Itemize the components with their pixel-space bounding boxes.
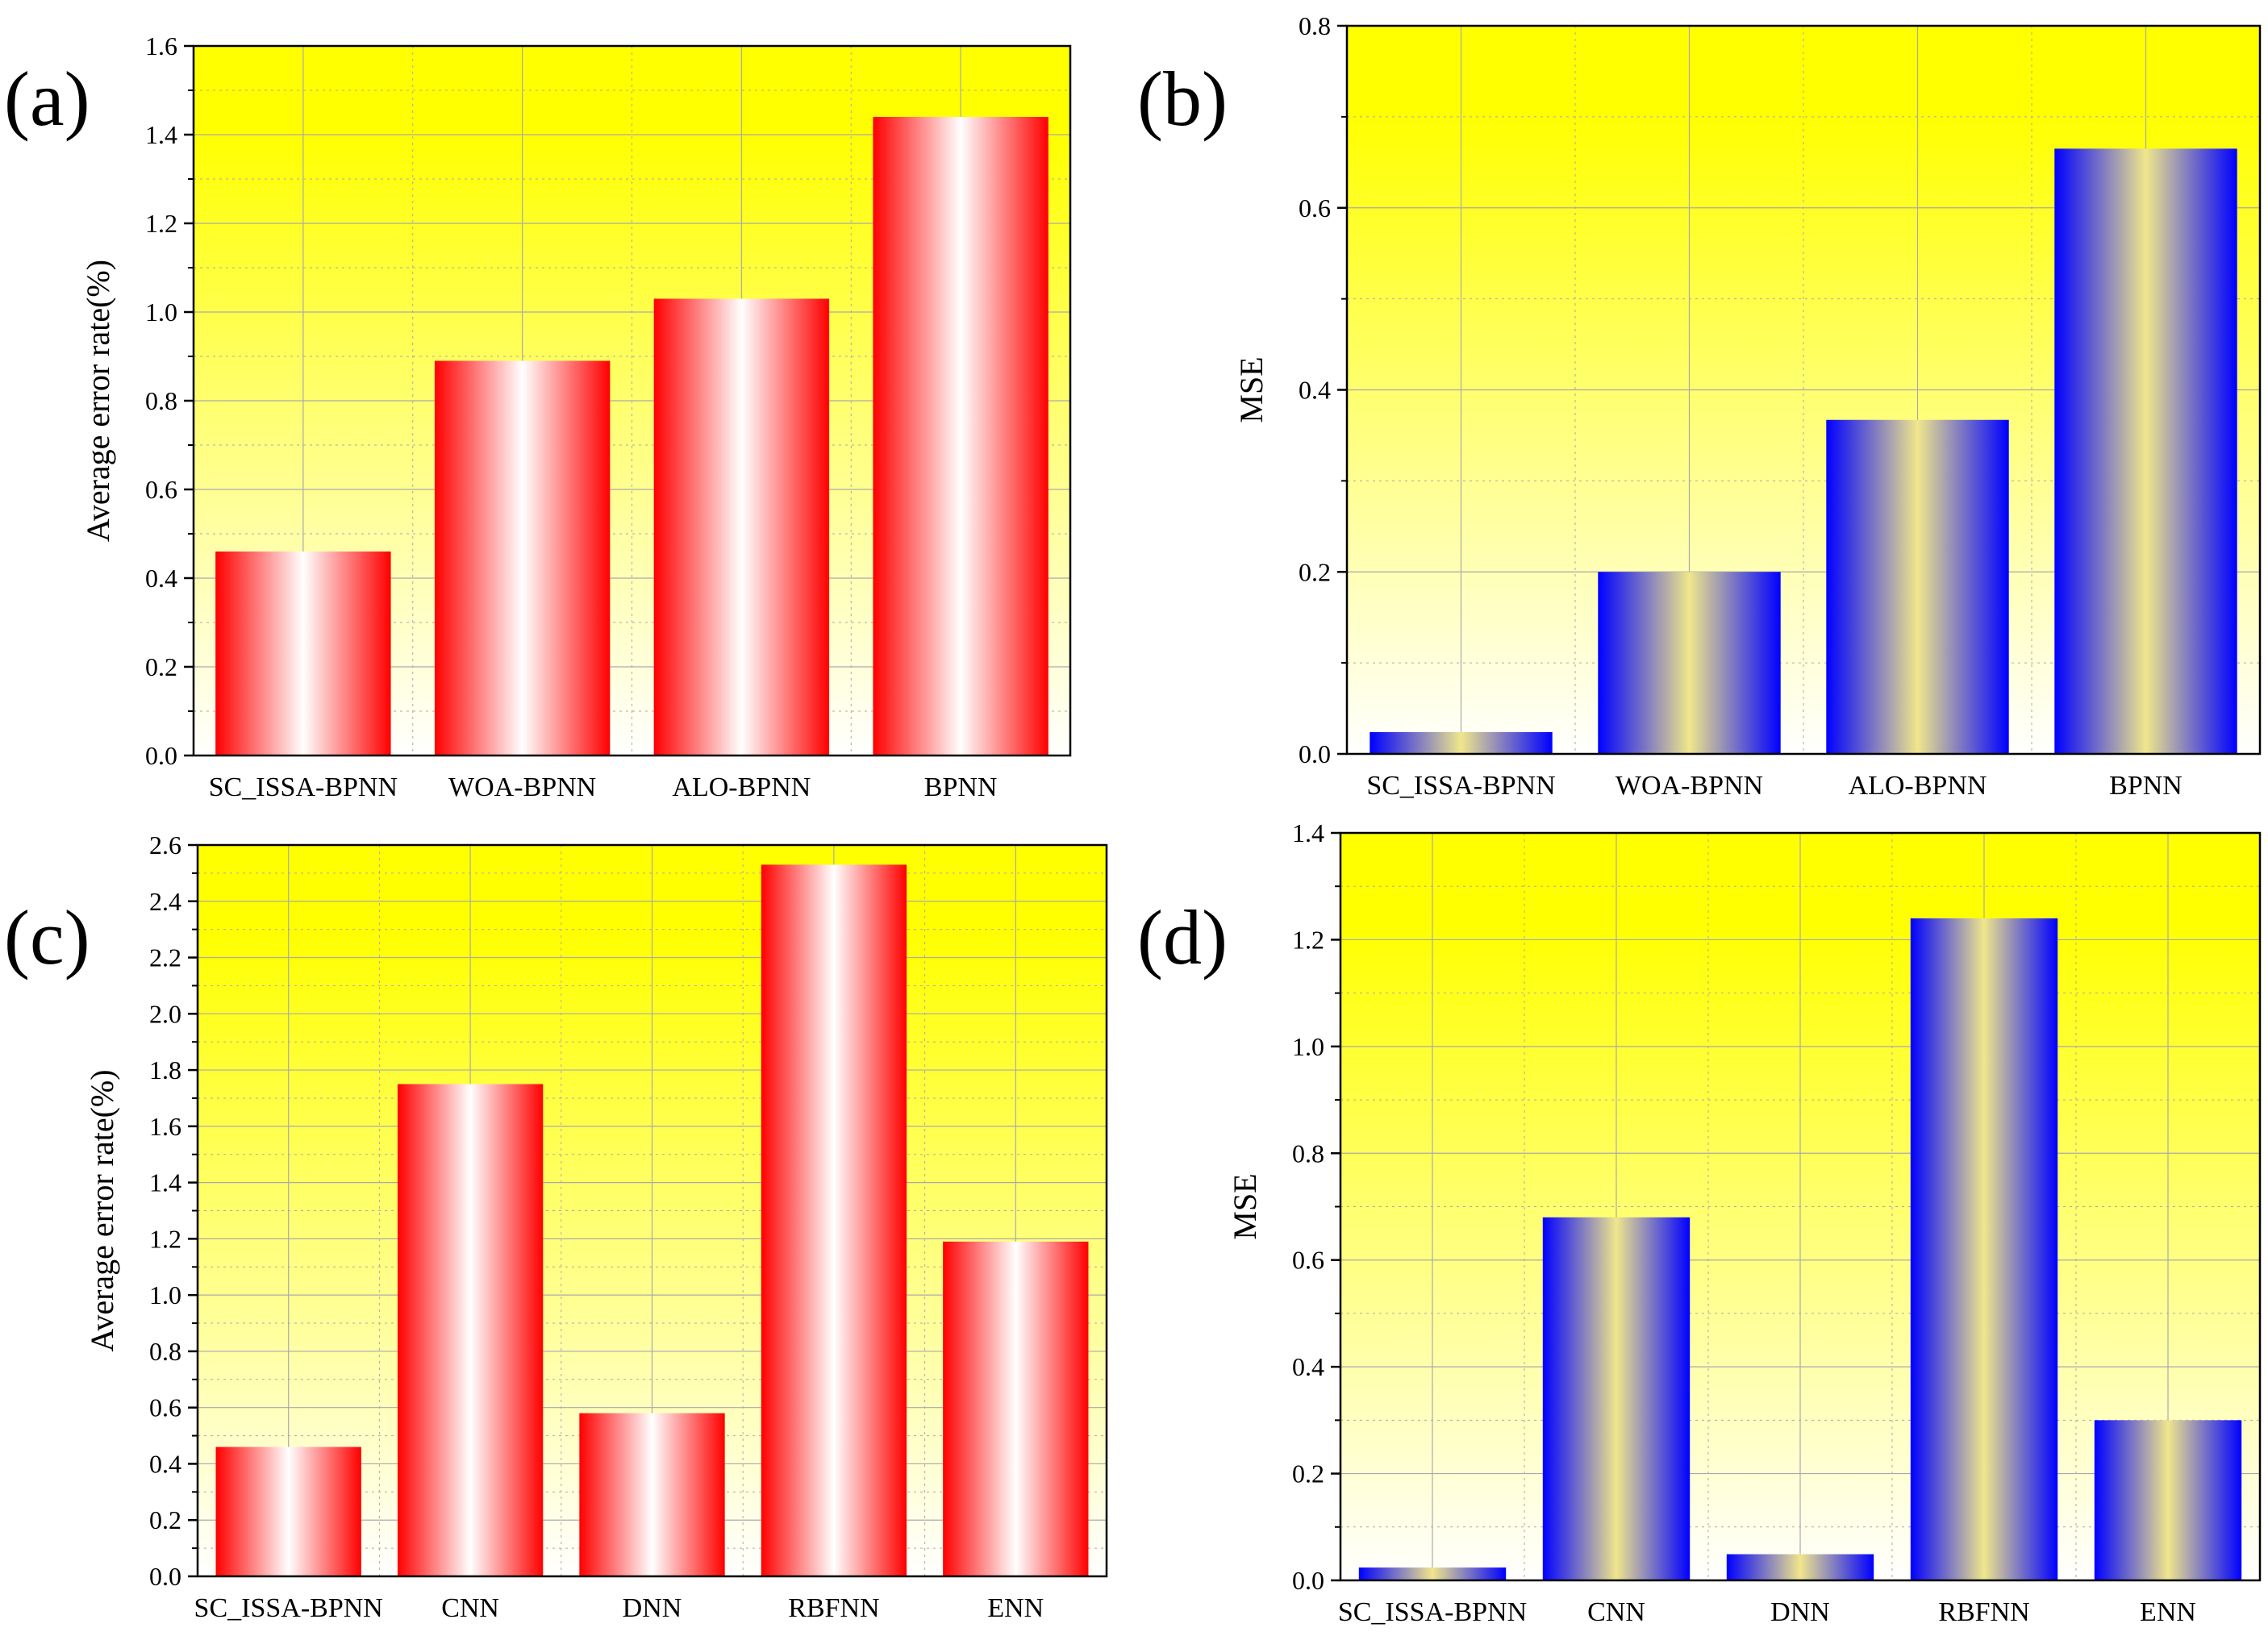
x-tick-label: SC_ISSA-BPNN [209,772,398,802]
y-tick-label: 1.0 [145,298,177,327]
bar-alo-bpnn [1826,419,2009,754]
bar-woa-bpnn [1598,572,1781,754]
y-axis-title: Average error rate(%) [84,1069,120,1351]
x-tick-label: WOA-BPNN [1616,771,1763,801]
y-tick-label: 0.4 [1299,376,1331,405]
panel-label: (b) [1137,56,1228,142]
y-tick-label: 0.0 [1292,1566,1324,1595]
bar-cnn [397,1084,544,1576]
y-tick-label: 1.0 [149,1280,181,1309]
y-axis-title: MSE [1233,356,1269,423]
bar-sc-issa-bpnn [215,1447,361,1576]
x-tick-label: WOA-BPNN [448,772,596,802]
y-tick-label: 1.0 [1292,1032,1324,1061]
x-tick-label: RBFNN [788,1593,879,1623]
y-tick-label: 1.8 [149,1055,181,1084]
y-axis-title: MSE [1227,1173,1263,1239]
x-tick-label: ENN [2140,1597,2196,1627]
y-tick-label: 0.2 [145,652,177,681]
x-tick-label: CNN [1587,1597,1645,1627]
bar-sc-issa-bpnn [215,552,391,756]
y-tick-label: 0.8 [149,1337,181,1366]
y-tick-label: 1.4 [145,120,177,149]
bar-sc-issa-bpnn [1370,731,1553,754]
y-tick-label: 0.8 [1292,1139,1324,1168]
y-tick-label: 0.4 [149,1449,181,1478]
bar-sc-issa-bpnn [1358,1567,1507,1580]
panel-label: (d) [1137,894,1228,980]
y-tick-label: 1.2 [149,1224,181,1253]
x-tick-label: DNN [1770,1597,1830,1627]
y-tick-label: 0.6 [1292,1246,1324,1275]
x-tick-label: ENN [987,1593,1044,1623]
chart-panel-d: 0.0 0.2 0.4 0.6 0.8 1.0 1.2 1.4 SC_ISSA-BPNN CNN D… [1137,818,2262,1627]
bar-dnn [579,1413,725,1576]
y-tick-label: 1.2 [1292,925,1324,954]
x-tick-label: SC_ISSA-BPNN [194,1593,383,1623]
y-tick-label: 1.6 [145,31,177,60]
y-tick-label: 2.2 [149,943,181,972]
bar-alo-bpnn [653,298,830,756]
y-tick-label: 0.6 [145,475,177,504]
bar-cnn [1542,1217,1691,1580]
y-tick-label: 1.6 [149,1112,181,1141]
y-tick-label: 0.0 [1299,739,1331,768]
x-tick-label: SC_ISSA-BPNN [1366,771,1555,801]
x-tick-label: BPNN [924,772,998,802]
y-tick-label: 1.4 [1292,818,1324,847]
y-tick-label: 1.2 [145,209,177,238]
x-tick-label: ALO-BPNN [1849,771,1987,801]
x-tick-label: DNN [623,1593,682,1623]
y-tick-label: 0.4 [1292,1352,1324,1381]
chart-panel-a: 0.0 0.2 0.4 0.6 0.8 1.0 1.2 1.4 1.6 SC_ISSA-BPNN W… [4,31,1072,802]
y-tick-label: 1.4 [149,1168,181,1197]
x-tick-label: SC_ISSA-BPNN [1338,1597,1527,1627]
y-tick-label: 0.0 [149,1562,181,1591]
y-tick-label: 2.4 [149,887,181,916]
bar-enn [943,1241,1089,1576]
y-tick-label: 0.2 [1292,1459,1324,1488]
y-tick-label: 0.0 [145,741,177,770]
y-tick-label: 0.4 [145,564,177,593]
bar-dnn [1726,1554,1874,1580]
y-tick-label: 2.0 [149,999,181,1028]
bar-rbfnn [761,864,907,1576]
y-tick-label: 0.2 [149,1505,181,1534]
y-tick-label: 0.8 [1299,11,1331,40]
chart-panel-b: 0.0 0.2 0.4 0.6 0.8 SC_ISSA-BPNN WOA-BPNN ALO-B… [1137,11,2262,801]
bar-bpnn [2054,148,2237,755]
y-tick-label: 0.6 [149,1393,181,1422]
bar-enn [2094,1420,2242,1580]
y-axis-title: Average error rate(%) [80,260,116,542]
y-tick-label: 0.8 [145,386,177,415]
bar-rbfnn [1910,918,2058,1580]
x-tick-label: BPNN [2109,771,2183,801]
chart-panel-c: 0.0 0.2 0.4 0.6 0.8 1.0 1.2 1.4 1.6 1.8 2.0 2.2 2.4 2… [4,830,1108,1623]
x-tick-label: RBFNN [1938,1597,2029,1627]
x-tick-label: ALO-BPNN [672,772,811,802]
bar-bpnn [873,117,1049,756]
bar-woa-bpnn [434,360,611,756]
y-tick-label: 0.2 [1299,557,1331,586]
y-tick-label: 2.6 [149,830,181,860]
y-tick-label: 0.6 [1299,194,1331,223]
panel-label: (c) [4,894,90,980]
panel-label: (a) [4,56,90,142]
x-tick-label: CNN [441,1593,499,1623]
